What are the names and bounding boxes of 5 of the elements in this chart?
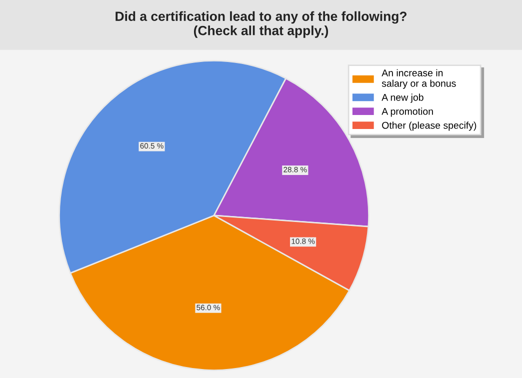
legend-label: A promotion (382, 108, 433, 117)
chart-title: Did a certification lead to any of the following? (Check all that apply.) (116, 11, 406, 38)
legend-label: An increase in salary or a bonus (382, 69, 456, 89)
legend-label: A new job (382, 94, 424, 103)
legend-label: Other (please specify) (382, 122, 476, 131)
